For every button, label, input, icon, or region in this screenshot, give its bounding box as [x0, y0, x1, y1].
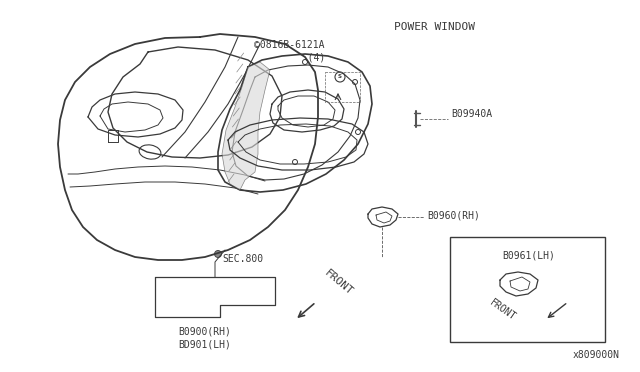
Text: B0900(RH)
BD901(LH): B0900(RH) BD901(LH): [178, 327, 231, 349]
Text: B0961(LH): B0961(LH): [502, 250, 555, 260]
Polygon shape: [222, 62, 270, 190]
Bar: [450, 237, 605, 342]
Text: ©0816B-6121A
   (4): ©0816B-6121A (4): [255, 41, 325, 62]
Text: FRONT: FRONT: [322, 267, 355, 297]
Circle shape: [214, 250, 221, 257]
Text: B0960(RH): B0960(RH): [427, 210, 480, 220]
Text: POWER WINDOW: POWER WINDOW: [394, 22, 476, 32]
Text: B09940A: B09940A: [451, 109, 492, 119]
Text: SEC.800: SEC.800: [222, 254, 263, 264]
Text: S: S: [338, 74, 342, 80]
Text: x809000N: x809000N: [573, 350, 620, 360]
Text: FRONT: FRONT: [488, 298, 518, 323]
